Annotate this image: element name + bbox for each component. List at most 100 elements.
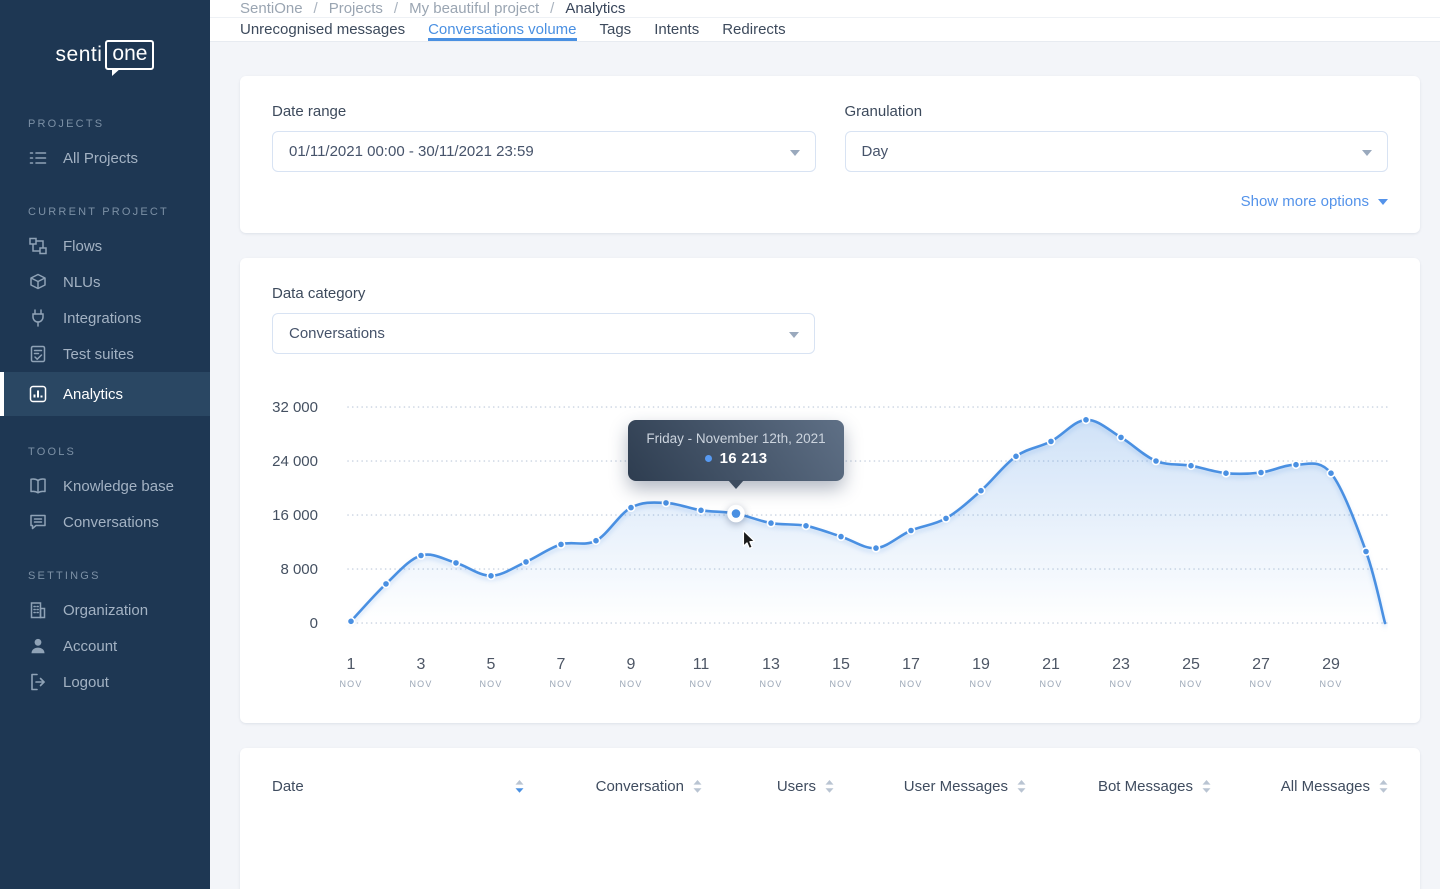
data-point-nov-28[interactable]: [1291, 460, 1301, 470]
data-point-nov-2[interactable]: [381, 579, 391, 589]
column-label: Conversation: [595, 778, 684, 795]
column-header-all-messages[interactable]: All Messages: [1211, 778, 1388, 795]
breadcrumb-item[interactable]: My beautiful project: [409, 0, 540, 17]
data-point-nov-6[interactable]: [521, 557, 531, 567]
x-axis-tick-month: NOV: [969, 679, 992, 689]
data-point-nov-5[interactable]: [486, 571, 496, 581]
data-point-nov-14[interactable]: [801, 521, 811, 531]
data-point-nov-10[interactable]: [661, 498, 671, 508]
x-axis-tick-month: NOV: [1319, 679, 1342, 689]
data-point-nov-16[interactable]: [871, 543, 881, 553]
data-point-nov-13[interactable]: [766, 518, 776, 528]
tab-tags[interactable]: Tags: [599, 21, 632, 38]
data-point-nov-23[interactable]: [1116, 433, 1126, 442]
tab-conversations-volume[interactable]: Conversations volume: [428, 18, 577, 41]
column-header-date[interactable]: Date: [272, 778, 524, 795]
data-point-nov-9[interactable]: [626, 503, 636, 512]
data-point-nov-24[interactable]: [1151, 456, 1161, 466]
sidebar-item-label: Integrations: [63, 309, 142, 327]
breadcrumb-separator: /: [393, 0, 399, 17]
x-axis-tick-day: 5: [487, 656, 496, 673]
sidebar-item-logout[interactable]: Logout: [0, 664, 210, 700]
sidebar-item-flows[interactable]: Flows: [0, 228, 210, 264]
data-category-value: Conversations: [289, 325, 385, 342]
column-header-users[interactable]: Users: [702, 778, 834, 795]
tab-redirects[interactable]: Redirects: [722, 21, 786, 38]
data-category-select[interactable]: Conversations: [272, 313, 815, 354]
date-range-select[interactable]: 01/11/2021 00:00 - 30/11/2021 23:59: [272, 131, 816, 172]
column-header-conversation[interactable]: Conversation: [524, 778, 702, 795]
breadcrumb-item: Analytics: [565, 0, 626, 17]
data-point-nov-20[interactable]: [1011, 451, 1021, 461]
sidebar-item-label: Account: [63, 637, 118, 655]
sidebar-item-nlus[interactable]: NLUs: [0, 264, 210, 300]
account-icon: [28, 636, 48, 656]
chart-card: Data category Conversations 0 8 000 16 000…: [240, 258, 1420, 723]
x-axis-tick-month: NOV: [1179, 679, 1202, 689]
data-point-nov-18[interactable]: [941, 513, 951, 523]
sort-icon: [1017, 780, 1026, 793]
data-point-nov-11[interactable]: [696, 505, 706, 515]
data-point-nov-29[interactable]: [1326, 468, 1336, 478]
sidebar-item-label: NLUs: [63, 273, 101, 291]
sentione-logo[interactable]: senti one: [0, 0, 210, 76]
sidebar-item-test-suites[interactable]: Test suites: [0, 336, 210, 372]
sidebar-item-integrations[interactable]: Integrations: [0, 300, 210, 336]
data-point-nov-3[interactable]: [416, 551, 426, 560]
data-point-nov-7[interactable]: [556, 539, 566, 549]
breadcrumb-bar: SentiOne / Projects / My beautiful project / A…: [210, 0, 1440, 18]
sidebar-item-conversations[interactable]: Conversations: [0, 504, 210, 540]
column-header-bot-messages[interactable]: Bot Messages: [1026, 778, 1211, 795]
x-axis-tick-month: NOV: [619, 679, 642, 689]
highlighted-point[interactable]: [731, 509, 741, 518]
sort-icon: [693, 780, 702, 793]
x-axis-tick-day: 27: [1252, 656, 1270, 673]
granulation-select[interactable]: Day: [844, 131, 1388, 172]
logo-speech-bubble: one: [105, 40, 155, 76]
sidebar-item-label: Test suites: [63, 345, 134, 363]
data-point-nov-27[interactable]: [1256, 468, 1266, 477]
tab-intents[interactable]: Intents: [654, 21, 700, 38]
test-suites-icon: [28, 344, 48, 364]
data-point-nov-25[interactable]: [1186, 461, 1196, 471]
data-point-nov-17[interactable]: [906, 526, 916, 535]
data-point-nov-22[interactable]: [1081, 415, 1091, 425]
chart-area: 0 8 000 16 000 24 000 32 000 1 NOV 3 NOV 5 NOV 7 NOV…: [272, 387, 1388, 697]
data-point-nov-15[interactable]: [836, 532, 846, 541]
x-axis-tick-day: 19: [972, 656, 990, 673]
sidebar-item-label: Conversations: [63, 513, 159, 531]
x-axis-tick-day: 13: [762, 656, 780, 673]
all-projects-icon: [28, 148, 48, 168]
table-card: Date Conversation Users User Messages Bot Me…: [240, 748, 1420, 889]
sidebar-item-label: All Projects: [63, 149, 139, 167]
sidebar-item-label: Analytics: [63, 385, 124, 403]
sidebar-item-account[interactable]: Account: [0, 628, 210, 664]
nav-section: PROJECTS All Projects: [0, 118, 210, 176]
sidebar-item-organization[interactable]: Organization: [0, 592, 210, 628]
nav-section-label: PROJECTS: [28, 118, 105, 130]
tab-unrecognised-messages[interactable]: Unrecognised messages: [240, 21, 406, 38]
nlus-icon: [28, 272, 48, 292]
organization-icon: [28, 600, 48, 620]
sort-icon: [1202, 780, 1211, 793]
show-more-options-label: Show more options: [1240, 193, 1369, 210]
chevron-down-icon: [789, 150, 800, 156]
show-more-options-link[interactable]: Show more options: [1241, 193, 1388, 210]
nav-section: CURRENT PROJECT Flows NLUs Integrations Test…: [0, 206, 210, 416]
sidebar-item-label: Logout: [63, 673, 109, 691]
sidebar-item-knowledge-base[interactable]: Knowledge base: [0, 468, 210, 504]
data-point-nov-4[interactable]: [451, 558, 461, 568]
column-header-user-messages[interactable]: User Messages: [834, 778, 1026, 795]
data-point-nov-19[interactable]: [976, 486, 986, 496]
data-point-nov-1[interactable]: [346, 616, 356, 626]
data-point-nov-26[interactable]: [1221, 468, 1231, 478]
data-point-nov-30[interactable]: [1361, 547, 1371, 556]
breadcrumb-item[interactable]: SentiOne: [240, 0, 303, 17]
breadcrumb-item[interactable]: Projects: [328, 0, 383, 17]
sidebar-item-all-projects[interactable]: All Projects: [0, 140, 210, 176]
data-point-nov-8[interactable]: [591, 536, 601, 546]
sidebar-item-analytics[interactable]: Analytics: [0, 372, 210, 416]
x-axis-tick-month: NOV: [339, 679, 362, 689]
main-area: SentiOne / Projects / My beautiful project / A…: [210, 0, 1440, 889]
data-point-nov-21[interactable]: [1046, 437, 1056, 446]
